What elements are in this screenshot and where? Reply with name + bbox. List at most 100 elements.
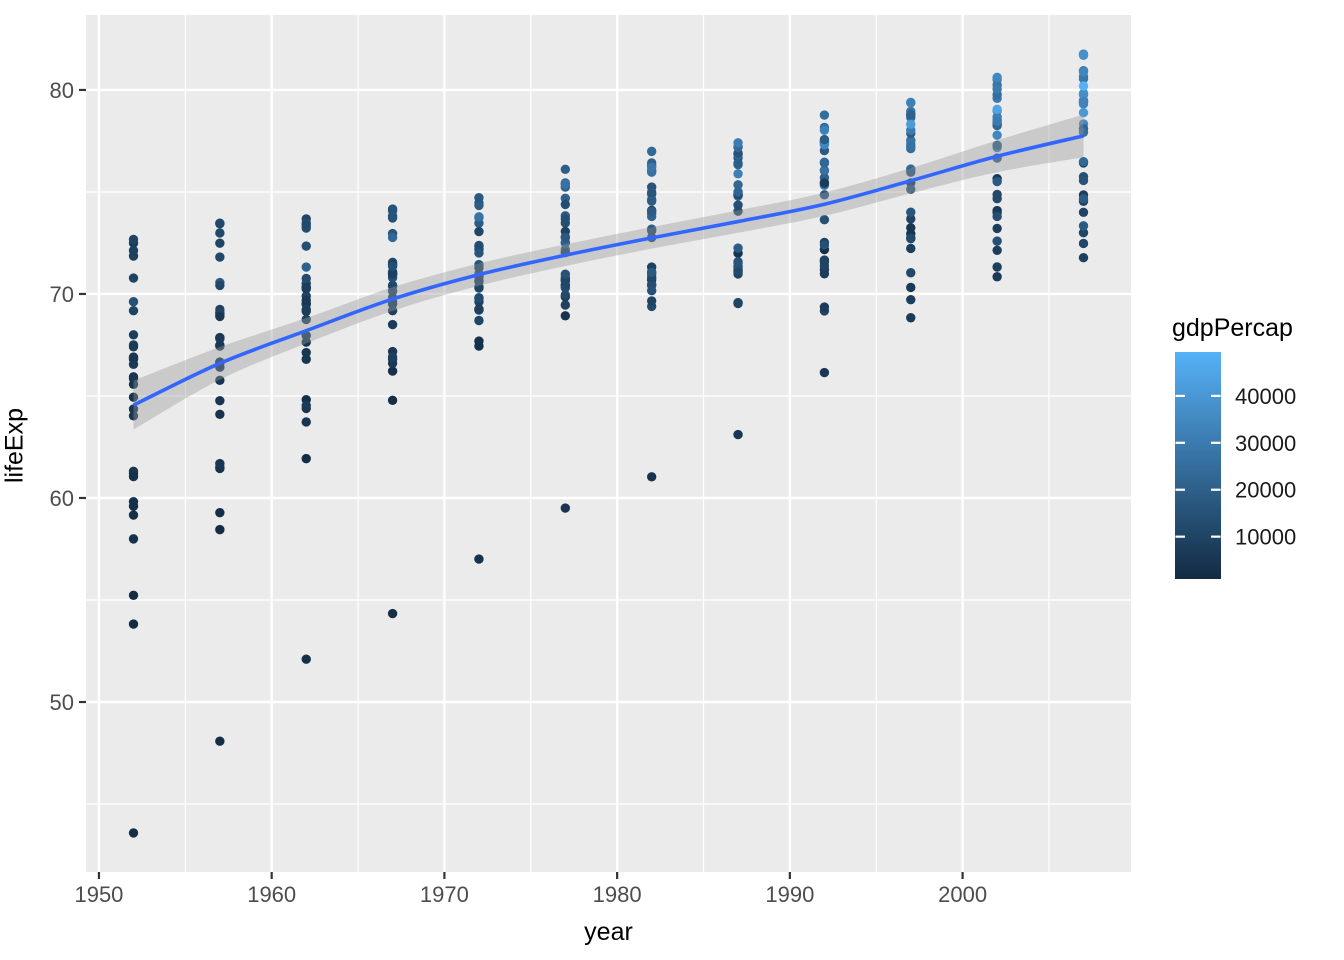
data-point (819, 302, 830, 312)
data-point (128, 496, 139, 507)
data-point (560, 280, 571, 290)
data-point (1078, 194, 1089, 204)
data-point (992, 116, 1002, 126)
data-point (301, 282, 311, 292)
data-point (733, 138, 743, 148)
data-point (215, 375, 225, 385)
y-axis-title: lifeExp (0, 407, 29, 484)
data-point (301, 295, 311, 305)
data-point (992, 84, 1002, 94)
data-point (128, 352, 139, 362)
data-point (992, 236, 1002, 246)
data-point (387, 352, 398, 362)
data-point (128, 590, 139, 601)
data-point (819, 125, 830, 135)
data-point (992, 104, 1002, 115)
legend-tick-label: 10000 (1235, 525, 1296, 550)
data-point (646, 296, 657, 306)
data-point (128, 251, 139, 261)
data-point (1078, 156, 1089, 167)
data-point (906, 214, 916, 224)
y-tick-label: 80 (50, 78, 74, 103)
data-point (906, 110, 916, 120)
data-point (128, 273, 139, 283)
data-point (1078, 207, 1089, 218)
data-point (1078, 96, 1089, 107)
plot-panel (86, 15, 1131, 872)
data-point (906, 98, 916, 108)
data-point (474, 248, 484, 258)
y-tick-label: 50 (50, 690, 74, 715)
data-point (733, 169, 743, 179)
data-point (906, 282, 916, 293)
data-point (819, 158, 830, 168)
data-point (906, 294, 916, 305)
data-point (301, 417, 311, 427)
data-point (560, 311, 571, 321)
data-point (301, 337, 311, 347)
data-point (387, 281, 398, 291)
x-tick-label: 1960 (247, 882, 296, 907)
data-point (387, 395, 398, 405)
data-point (215, 458, 225, 469)
data-point (992, 140, 1002, 150)
data-point (215, 238, 225, 248)
data-point (128, 392, 139, 402)
data-point (560, 199, 571, 210)
data-point (387, 366, 398, 376)
data-point (819, 178, 830, 188)
data-point (215, 507, 225, 518)
confidence-ribbon (133, 114, 1084, 430)
data-point (215, 219, 225, 229)
x-tick-label: 1970 (420, 882, 469, 907)
data-point (1078, 67, 1089, 77)
data-point (992, 194, 1002, 204)
data-point (474, 305, 484, 315)
data-point (560, 232, 571, 243)
data-point (992, 72, 1002, 83)
legend-tick-label: 20000 (1235, 478, 1296, 503)
data-point (646, 472, 657, 482)
legend-title: gdpPercap (1172, 314, 1293, 342)
data-point (560, 218, 571, 228)
data-point (474, 282, 484, 292)
data-point (474, 263, 484, 273)
data-point (215, 333, 225, 343)
data-point (387, 204, 398, 214)
data-point (733, 267, 743, 277)
data-point (128, 234, 139, 245)
data-point (1078, 50, 1089, 60)
data-point (301, 654, 311, 664)
data-point (646, 226, 657, 236)
data-point (215, 311, 225, 322)
data-point (560, 179, 571, 189)
data-point (128, 619, 139, 629)
data-point (992, 272, 1002, 282)
data-point (474, 192, 484, 203)
data-point (819, 240, 830, 250)
data-point (215, 280, 225, 291)
data-point (819, 261, 830, 271)
data-point (1078, 175, 1089, 186)
data-point (906, 142, 916, 152)
data-point (215, 736, 225, 746)
data-point (560, 503, 571, 513)
data-point (646, 162, 657, 172)
data-point (819, 165, 830, 175)
data-point (906, 167, 916, 177)
x-tick-label: 2000 (938, 882, 987, 907)
data-point (819, 269, 830, 279)
data-point (474, 200, 484, 211)
data-point (733, 429, 743, 440)
data-point (301, 314, 311, 325)
x-tick-label: 1990 (765, 882, 814, 907)
data-point (819, 215, 830, 225)
data-point (646, 187, 657, 198)
data-point (560, 269, 571, 279)
data-point (819, 134, 830, 145)
y-tick-label: 60 (50, 486, 74, 511)
data-point (301, 453, 311, 464)
data-point (819, 190, 830, 200)
data-point (646, 206, 657, 217)
